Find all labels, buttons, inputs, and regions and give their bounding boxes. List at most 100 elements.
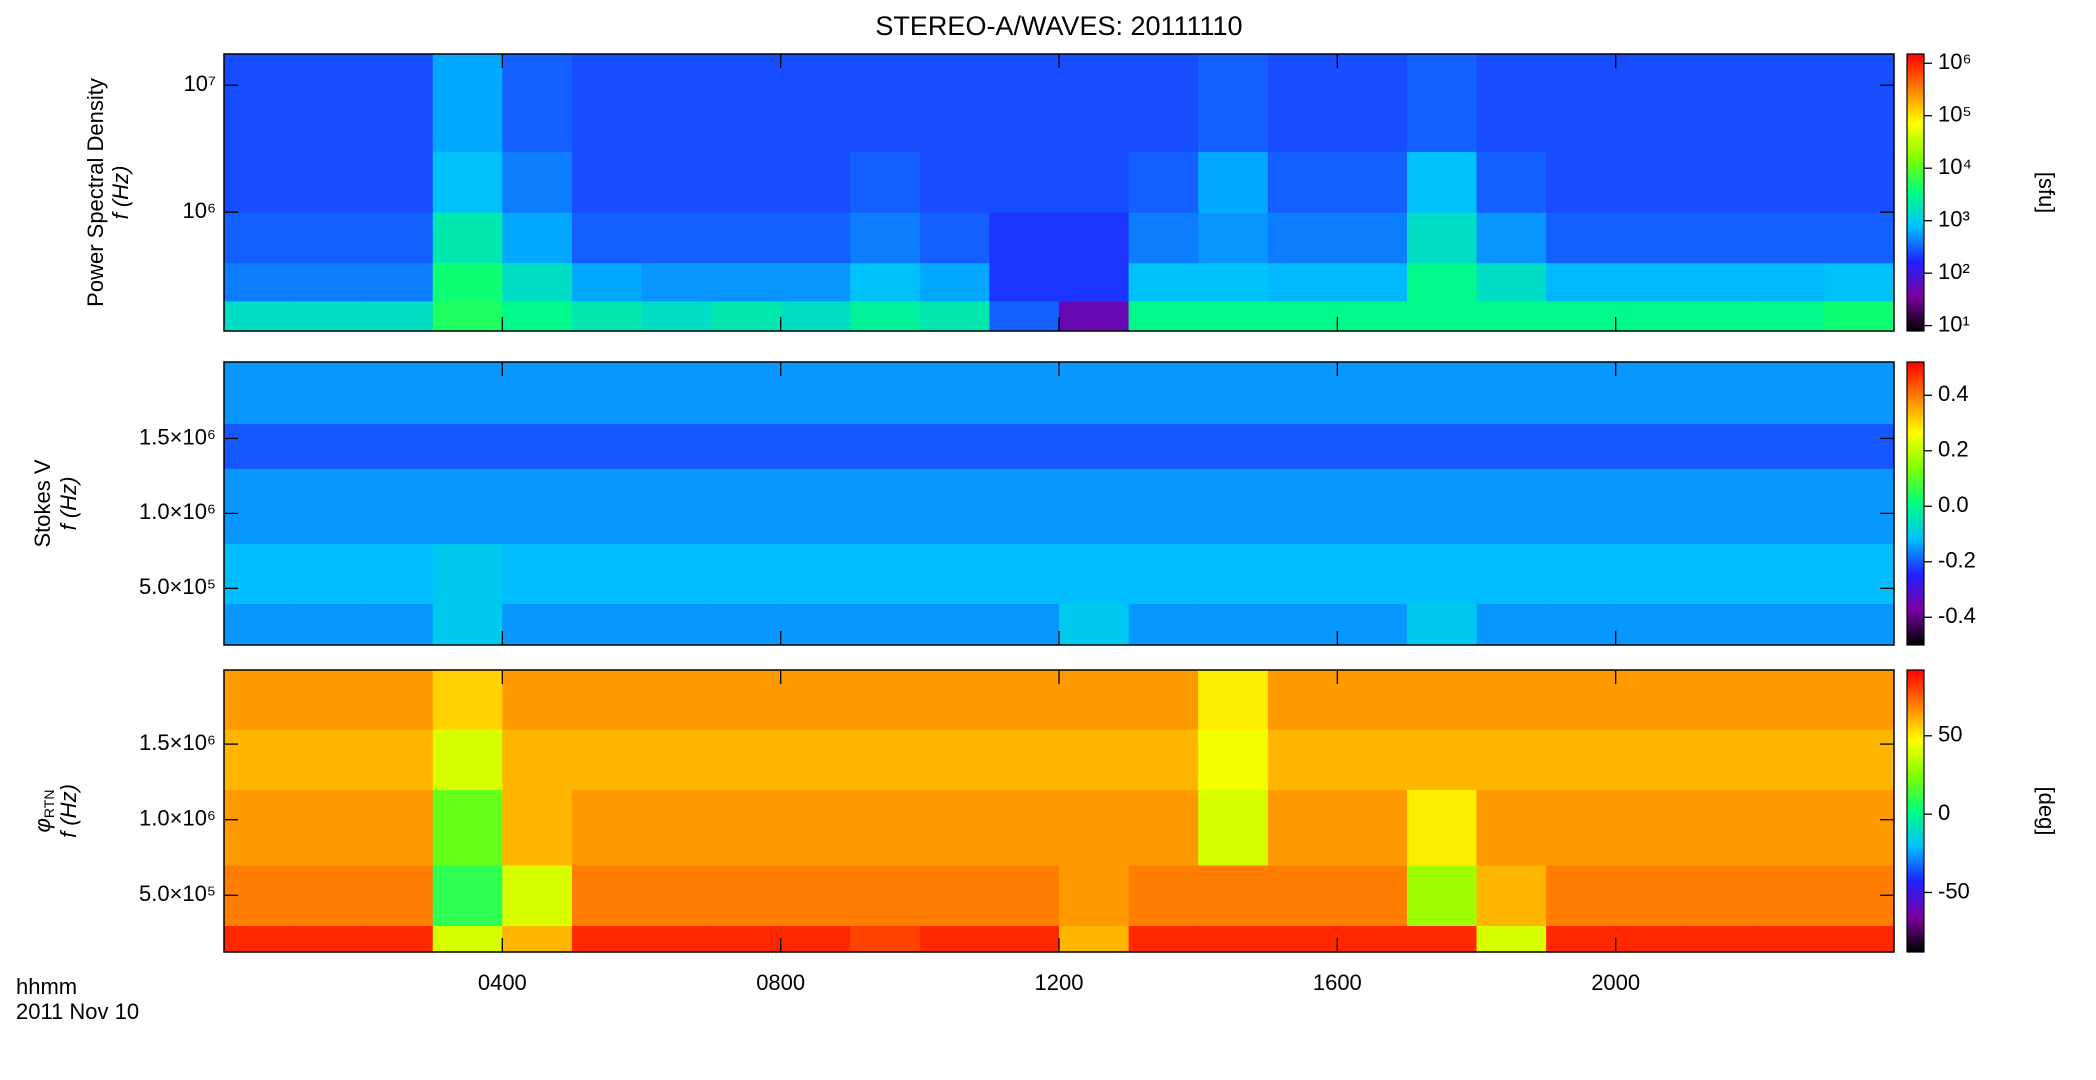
spectrogram-cell [989, 212, 1060, 264]
spectrogram-cell [502, 151, 573, 213]
spectrogram-cell [919, 603, 990, 646]
y-axis-label-sub: RTN [41, 790, 57, 819]
spectrogram-cell [293, 423, 364, 469]
spectrogram-cell [293, 543, 364, 604]
spectrogram-cell [224, 728, 295, 790]
spectrogram-cell [989, 423, 1060, 469]
spectrogram-cell [989, 728, 1060, 790]
spectrogram-cell [432, 362, 503, 424]
spectrogram-cell [1059, 603, 1130, 646]
spectrogram-cell [919, 212, 990, 264]
chart-title: STEREO-A/WAVES: 20111110 [875, 11, 1242, 41]
spectrogram-cell [641, 925, 712, 953]
colorbar-tick-label: 0.2 [1938, 437, 1969, 462]
spectrogram-cell [293, 728, 364, 790]
spectrogram-cell [1546, 728, 1617, 790]
spectrogram-cell [711, 54, 782, 153]
colorbar-tick-label: 0.0 [1938, 492, 1969, 517]
spectrogram-cell [1685, 865, 1756, 927]
spectrogram-cell [363, 212, 434, 264]
spectrogram-cell [1128, 468, 1199, 544]
spectrogram-cell [293, 925, 364, 953]
spectrogram-cell [1476, 789, 1547, 866]
spectrogram-cell [1267, 212, 1338, 264]
y-axis-label-text: φ [30, 818, 55, 832]
spectrogram-cell [363, 543, 434, 604]
spectrogram-cell [1476, 728, 1547, 790]
spectrogram-cell [850, 670, 921, 730]
spectrogram-cell [1615, 468, 1686, 544]
spectrogram-cell [1337, 151, 1408, 213]
spectrogram-cell [711, 151, 782, 213]
spectrogram-cell [1267, 300, 1338, 332]
spectrogram-cell [1615, 262, 1686, 302]
spectrogram-cell [1198, 789, 1269, 866]
y-axis-label: Stokes V [30, 459, 55, 547]
spectrogram-cell [293, 865, 364, 927]
spectrogram-cell [850, 789, 921, 866]
spectrogram-cell [1685, 262, 1756, 302]
spectrogram-cell [502, 468, 573, 544]
spectrogram-cell [989, 468, 1060, 544]
spectrogram-cell [1824, 262, 1895, 302]
spectrogram-cell [432, 728, 503, 790]
spectrogram-cell [1267, 543, 1338, 604]
spectrogram-cell [989, 543, 1060, 604]
spectrogram-cell [919, 468, 990, 544]
spectrogram-cell [1198, 925, 1269, 953]
spectrogram-cell [711, 212, 782, 264]
spectrogram-cell [363, 865, 434, 927]
spectrogram-cell [1685, 423, 1756, 469]
spectrogram-cell [432, 670, 503, 730]
spectrogram-cell [711, 543, 782, 604]
spectrogram-cell [1337, 54, 1408, 153]
spectrogram-cell [780, 212, 851, 264]
spectrogram-cell [1337, 925, 1408, 953]
spectrogram-cell [1476, 362, 1547, 424]
spectrogram-cell [1615, 362, 1686, 424]
spectrogram-cell [641, 423, 712, 469]
spectrogram-cell [919, 789, 990, 866]
colorbar-tick-label: -50 [1938, 878, 1970, 903]
spectrogram-cell [1198, 670, 1269, 730]
spectrogram-cell [224, 54, 295, 153]
spectrogram-cell [1128, 362, 1199, 424]
spectrogram-cell [224, 362, 295, 424]
spectrogram-cell [363, 789, 434, 866]
spectrogram-cell [1824, 728, 1895, 790]
spectrogram-cell [224, 925, 295, 953]
spectrogram-cell [1406, 423, 1477, 469]
spectrogram-cell [1546, 212, 1617, 264]
spectrogram-cell [1824, 151, 1895, 213]
spectrogram-cell [1128, 212, 1199, 264]
spectrogram-cell [850, 423, 921, 469]
spectrogram-cell [1546, 151, 1617, 213]
spectrogram-cell [1685, 212, 1756, 264]
spectrogram-cell [363, 262, 434, 302]
spectrogram-cell [989, 670, 1060, 730]
spectrogram-cell [1128, 670, 1199, 730]
spectrogram-cell [363, 728, 434, 790]
spectrogram-cell [1059, 423, 1130, 469]
x-axis-label: hhmm [16, 974, 77, 999]
spectrogram-cell [1546, 262, 1617, 302]
spectrogram-cell [780, 789, 851, 866]
spectrogram-cell [1128, 543, 1199, 604]
spectrogram-cell [1267, 262, 1338, 302]
spectrogram-cell [780, 925, 851, 953]
spectrogram-cell [850, 54, 921, 153]
spectrogram-cell [989, 603, 1060, 646]
spectrogram-cell [641, 789, 712, 866]
spectrogram-cell [1476, 423, 1547, 469]
spectrogram-cell [1059, 728, 1130, 790]
spectrogram-cell [1685, 300, 1756, 332]
spectrogram-cell [1198, 54, 1269, 153]
spectrogram-cell [1476, 603, 1547, 646]
spectrogram-cell [1476, 543, 1547, 604]
spectrogram-cell [1754, 925, 1825, 953]
spectrogram-cell [919, 865, 990, 927]
spectrogram-cell [1615, 151, 1686, 213]
spectrogram-cell [571, 603, 642, 646]
spectrogram-cell [363, 670, 434, 730]
spectrogram-cell [1824, 603, 1895, 646]
